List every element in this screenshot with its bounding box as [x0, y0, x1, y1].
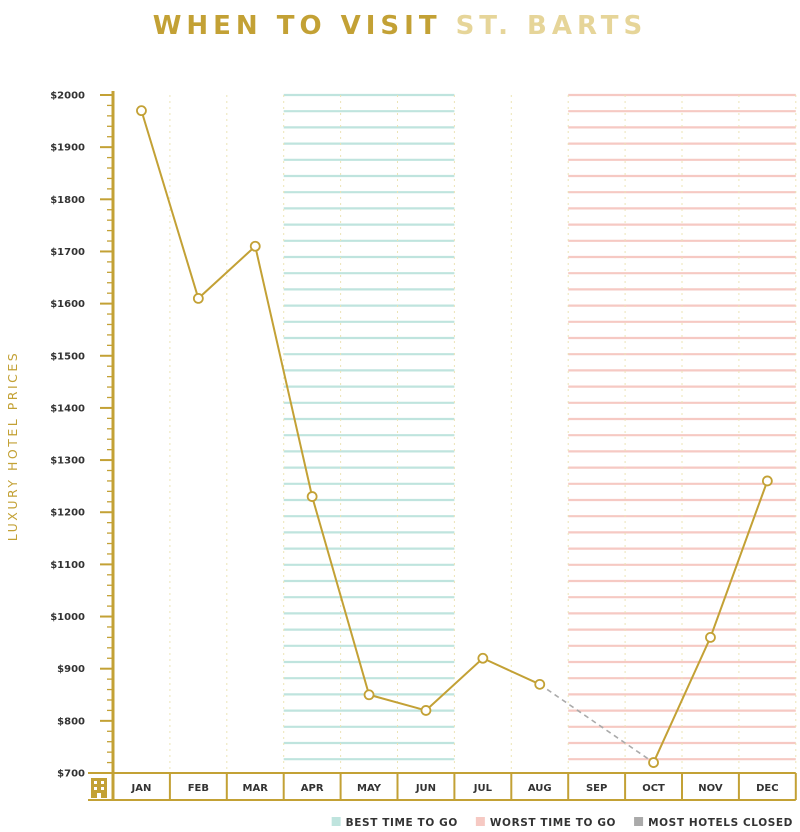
- x-tick-label: APR: [301, 783, 324, 794]
- y-tick-label: $1400: [50, 403, 85, 414]
- y-tick-label: $900: [57, 664, 85, 675]
- y-tick-label: $1000: [50, 612, 85, 623]
- y-tick-label: $1500: [50, 351, 85, 362]
- series-line: [652, 480, 769, 763]
- title-part-when-to-visit: WHEN TO VISIT: [153, 11, 442, 41]
- title-part-st-barts: ST. BARTS: [456, 11, 648, 41]
- price-points: [136, 105, 773, 768]
- data-point-mar: [249, 240, 261, 252]
- data-point-dec: [761, 475, 773, 487]
- y-axis-label: LUXURY HOTEL PRICES: [5, 351, 20, 541]
- x-tick-label: JUL: [473, 783, 493, 794]
- y-tick-label: $1800: [50, 195, 85, 206]
- band-best-time-to-go: [283, 93, 455, 761]
- data-point-apr: [306, 491, 318, 502]
- x-tick-label: JAN: [131, 783, 152, 794]
- y-tick-label: $2000: [50, 91, 85, 102]
- x-tick-label: JUN: [415, 783, 436, 794]
- band-worst-time-to-go: [568, 93, 796, 761]
- vertical-gridlines: [169, 95, 797, 773]
- y-tick-label: $1200: [50, 508, 85, 519]
- legend-label-best-time-to-go: BEST TIME TO GO: [346, 817, 458, 829]
- season-bands: [283, 93, 796, 761]
- legend: MOST HOTELS CLOSED WORST TIME TO GO BEST T…: [331, 817, 793, 829]
- x-tick-label: OCT: [642, 783, 665, 794]
- x-tick-label: FEB: [188, 783, 209, 794]
- data-point-jun: [420, 705, 432, 716]
- x-axis: JAN FEB MAR APR MAY JUN JUL AUG SEP OCT NOV DEC: [88, 772, 797, 801]
- data-point-jan: [136, 105, 147, 117]
- hotel-icon: [91, 778, 107, 798]
- y-tick-label: $700: [57, 769, 85, 780]
- data-point-oct: [648, 757, 659, 768]
- x-tick-label: SEP: [586, 783, 607, 794]
- data-point-jul: [477, 652, 489, 664]
- data-point-aug: [534, 678, 546, 690]
- y-tick-label: $1700: [50, 247, 85, 258]
- x-tick-label: DEC: [756, 783, 778, 794]
- legend-swatch-worst-time-to-go: [475, 817, 485, 826]
- y-tick-label: $1900: [50, 143, 85, 154]
- y-tick-label: $1100: [50, 560, 85, 571]
- y-tick-label: $1600: [50, 299, 85, 310]
- data-point-may: [363, 689, 375, 701]
- x-tick-label: MAR: [243, 783, 269, 794]
- legend-swatch-most-hotels-closed: [634, 817, 644, 826]
- x-tick-label: NOV: [698, 783, 723, 794]
- legend-label-most-hotels-closed: MOST HOTELS CLOSED: [648, 817, 793, 829]
- x-tick-label: MAY: [357, 783, 382, 794]
- y-tick-label: $800: [57, 716, 85, 727]
- closed-gap-line: [539, 683, 655, 764]
- legend-swatch-best-time-to-go: [331, 817, 341, 826]
- data-point-feb: [192, 292, 204, 304]
- series-line: [140, 110, 541, 712]
- y-tick-label: $1300: [50, 456, 85, 467]
- y-axis: $2000 $1900 $1800 $1700 $1600 $1500 $1400 $1300…: [50, 91, 115, 800]
- chart-title: WHEN TO VISIT ST. BARTS: [153, 11, 648, 41]
- data-point-nov: [705, 632, 716, 643]
- legend-label-worst-time-to-go: WORST TIME TO GO: [490, 817, 616, 829]
- x-tick-label: AUG: [528, 783, 552, 794]
